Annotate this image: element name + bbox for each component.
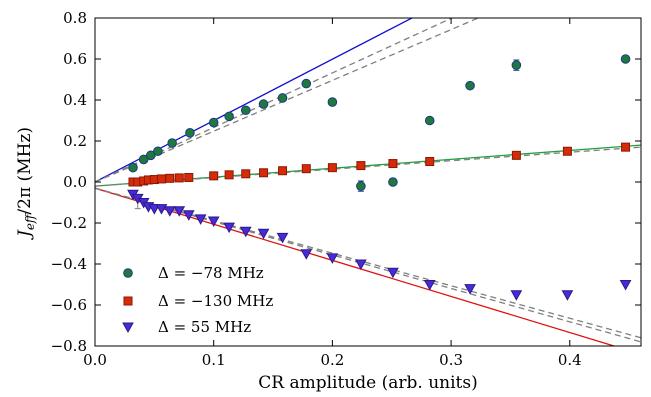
point-s2-9 [194, 214, 207, 225]
legend-label-1: Δ = −130 MHz [158, 292, 273, 310]
point-s1-14 [301, 164, 311, 174]
fit-line-1 [95, 18, 454, 183]
point-s0-5 [185, 128, 195, 138]
point-s0-10 [277, 93, 288, 103]
point-s2-5 [155, 204, 168, 215]
point-s1-20 [562, 146, 572, 156]
point-s2-4 [148, 204, 161, 215]
x-axis-label: CR amplitude (arb. units) [258, 373, 477, 393]
point-s2-11 [223, 222, 235, 234]
point-s2-7 [173, 206, 186, 217]
point-s0-1 [138, 154, 149, 165]
point-s1-19 [511, 150, 521, 160]
x-tick-label-1: 0.1 [202, 351, 226, 369]
y-axis-label-sub: eff [23, 212, 37, 230]
legend-label-0: Δ = −78 MHz [158, 264, 264, 282]
point-s1-9 [209, 171, 219, 181]
point-s2-22 [561, 290, 574, 301]
point-s0-15 [424, 115, 435, 126]
y-tick-label-1: −0.6 [51, 296, 87, 314]
point-s0-17 [511, 60, 522, 70]
legend-marker-2 [122, 322, 134, 334]
point-s1-6 [165, 173, 175, 183]
point-s1-16 [356, 161, 366, 171]
legend: Δ = −78 MHz Δ = −130 MHz Δ = 55 MHz [122, 264, 273, 336]
point-s2-12 [239, 226, 252, 238]
point-s1-5 [156, 174, 166, 184]
legend-label-2: Δ = 55 MHz [158, 318, 251, 336]
point-s2-13 [257, 228, 270, 240]
point-s1-15 [327, 163, 337, 173]
point-s1-17 [388, 159, 398, 169]
y-tick-label-2: −0.4 [51, 255, 87, 273]
point-s2-21 [510, 290, 523, 301]
point-s2-18 [387, 267, 399, 279]
point-s1-18 [425, 157, 435, 166]
point-s1-7 [174, 173, 184, 183]
point-s2-19 [423, 280, 436, 291]
point-s0-16 [465, 80, 475, 91]
point-s0-6 [208, 117, 219, 128]
y-tick-label-6: 0.4 [63, 91, 87, 109]
point-s0-18 [620, 54, 631, 64]
y-axis-label: Jeff/2π (MHz) [15, 127, 37, 240]
x-tick-label-0: 0.0 [83, 351, 107, 369]
y-tick-label-8: 0.8 [63, 9, 87, 27]
fit-line-0 [95, 18, 414, 183]
point-s2-14 [276, 232, 289, 244]
legend-marker-0 [123, 268, 133, 278]
x-tick-label-3: 0.3 [439, 351, 463, 369]
point-s1-11 [241, 169, 251, 179]
point-s0-9 [258, 99, 269, 109]
x-tick-label-2: 0.2 [320, 351, 344, 369]
y-axis-label-rest: /2π (MHz) [15, 127, 35, 215]
point-s1-21 [621, 142, 631, 152]
point-s2-23 [619, 280, 632, 291]
point-s0-14 [388, 177, 398, 187]
point-s2-17 [355, 259, 367, 271]
point-s1-12 [259, 168, 269, 178]
axis-ticks: 0.0 0.1 0.2 0.3 0.4 −0.8 −0.6 −0.4 −0.2 0.0 0.2 0.4… [51, 9, 641, 369]
point-s2-8 [182, 210, 195, 221]
point-s0-8 [240, 105, 251, 116]
point-s1-8 [184, 172, 194, 182]
data-points [127, 54, 632, 301]
y-tick-label-5: 0.2 [63, 132, 87, 150]
point-s1-13 [278, 166, 288, 176]
x-tick-label-4: 0.4 [558, 351, 582, 369]
y-tick-label-0: −0.8 [51, 337, 87, 355]
point-s2-6 [163, 206, 176, 217]
point-s0-13 [356, 181, 366, 191]
point-s0-0 [128, 162, 138, 173]
point-s2-16 [326, 253, 339, 264]
point-s2-15 [300, 249, 313, 260]
point-s2-20 [464, 284, 476, 295]
point-s2-10 [207, 216, 220, 227]
y-axis-label-main: J [15, 229, 35, 240]
point-s0-3 [153, 146, 163, 157]
point-s0-12 [327, 97, 338, 107]
y-tick-label-7: 0.6 [63, 50, 87, 68]
fit-line-2 [95, 18, 480, 183]
legend-marker-1 [123, 296, 133, 306]
point-s0-2 [145, 150, 156, 161]
y-tick-label-3: −0.2 [51, 214, 87, 232]
point-s0-11 [301, 78, 312, 89]
y-tick-label-4: 0.0 [63, 173, 87, 191]
point-s0-7 [224, 111, 234, 122]
point-s0-4 [167, 138, 177, 148]
point-s1-10 [224, 170, 234, 180]
